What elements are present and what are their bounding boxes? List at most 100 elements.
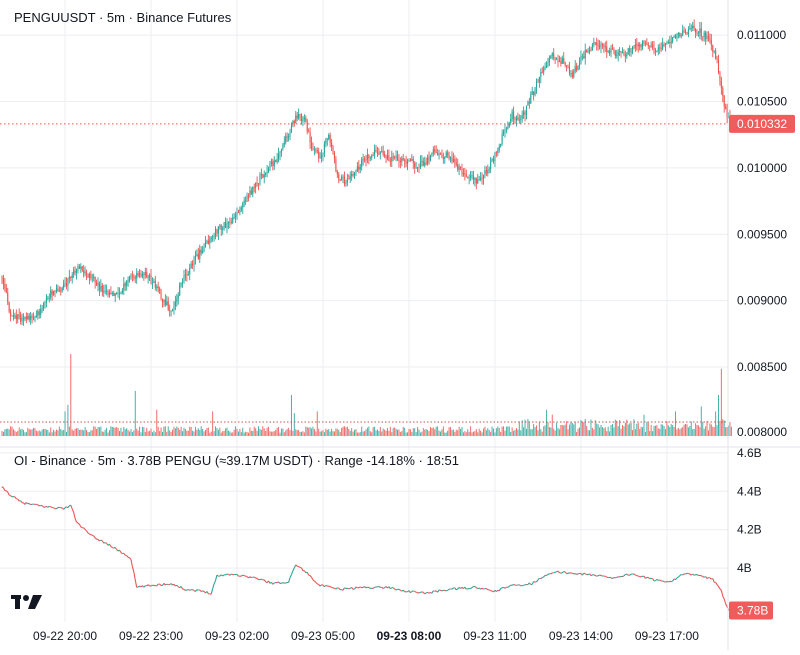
candle	[363, 154, 364, 166]
candle	[570, 70, 571, 77]
candle	[467, 176, 468, 178]
candle	[231, 218, 232, 225]
oi-segment	[542, 577, 543, 578]
oi-segment	[442, 590, 443, 591]
candle	[26, 312, 27, 323]
volume-bar	[292, 431, 293, 436]
candle	[351, 171, 352, 181]
volume-bar	[103, 432, 104, 436]
oi-segment	[693, 574, 694, 575]
oi-segment	[99, 540, 100, 541]
volume-bar	[290, 430, 291, 436]
candle	[580, 50, 581, 64]
candle	[3, 275, 4, 290]
oi-segment	[78, 523, 79, 524]
candle	[183, 270, 184, 284]
candle	[676, 33, 677, 42]
volume-bar	[504, 431, 505, 436]
volume-bar	[318, 429, 319, 436]
volume-bar	[408, 429, 409, 436]
candle	[691, 24, 692, 32]
volume-bar	[484, 427, 485, 436]
volume-bar	[487, 428, 488, 436]
candle	[289, 129, 290, 140]
candle	[701, 22, 702, 40]
oi-segment	[393, 588, 394, 589]
volume-bar	[470, 426, 471, 436]
candle	[133, 274, 134, 281]
volume-bar	[44, 429, 45, 436]
candle	[413, 156, 414, 169]
oi-segment	[541, 578, 542, 579]
oi-segment	[214, 581, 215, 584]
candle	[606, 41, 607, 58]
oi-segment	[655, 579, 656, 580]
candle	[401, 156, 402, 166]
oi-segment	[257, 578, 258, 579]
oi-segment	[200, 590, 201, 591]
candle	[185, 269, 186, 281]
volume-bar	[162, 432, 163, 436]
candle	[294, 120, 295, 127]
candle	[512, 109, 513, 122]
volume-bar	[648, 423, 649, 436]
tradingview-logo-icon[interactable]	[11, 595, 42, 609]
candle	[344, 171, 345, 186]
volume-bar	[664, 426, 665, 436]
oi-segment	[509, 585, 510, 586]
oi-segment	[624, 574, 625, 575]
candle	[308, 128, 309, 132]
candle	[150, 269, 151, 285]
candle	[192, 260, 193, 269]
candle	[482, 173, 483, 185]
candle	[567, 65, 568, 69]
candle	[509, 122, 510, 128]
volume-bar	[424, 430, 425, 436]
volume-bar	[136, 429, 137, 436]
candle	[222, 226, 223, 235]
volume-bar	[192, 431, 193, 436]
candle	[171, 310, 172, 316]
volume-bar	[427, 430, 428, 436]
oi-segment	[72, 509, 73, 512]
volume-bar	[578, 429, 579, 436]
volume-bar	[373, 427, 374, 436]
volume-bar	[656, 425, 657, 436]
candle	[393, 153, 394, 161]
volume-bar	[304, 432, 305, 436]
candle	[169, 305, 170, 317]
volume-bar	[334, 432, 335, 436]
oi-segment	[438, 590, 439, 592]
oi-segment	[281, 583, 282, 584]
candle	[674, 35, 675, 38]
candle	[582, 54, 583, 61]
volume-bar	[692, 429, 693, 436]
candle	[353, 171, 354, 177]
volume-bar	[109, 430, 110, 436]
oi-segment	[111, 547, 112, 548]
oi-segment	[279, 582, 280, 584]
volume-bar	[608, 427, 609, 436]
volume-bar	[156, 410, 157, 436]
volume-bar	[151, 429, 152, 436]
candle	[298, 109, 299, 120]
candle	[109, 289, 110, 297]
volume-bar	[605, 427, 606, 436]
candle	[175, 296, 176, 311]
oi-segment	[425, 593, 426, 594]
volume-bar	[354, 430, 355, 436]
candle	[320, 152, 321, 159]
volume-bar	[456, 430, 457, 436]
candle	[645, 40, 646, 46]
volume-bar	[311, 428, 312, 436]
oi-segment	[310, 576, 311, 578]
volume-bar	[383, 429, 384, 436]
candle	[95, 276, 96, 288]
oi-segment	[130, 558, 131, 560]
candle	[96, 280, 97, 286]
candle	[50, 286, 51, 300]
volume-bar	[90, 430, 91, 436]
candle	[381, 146, 382, 152]
